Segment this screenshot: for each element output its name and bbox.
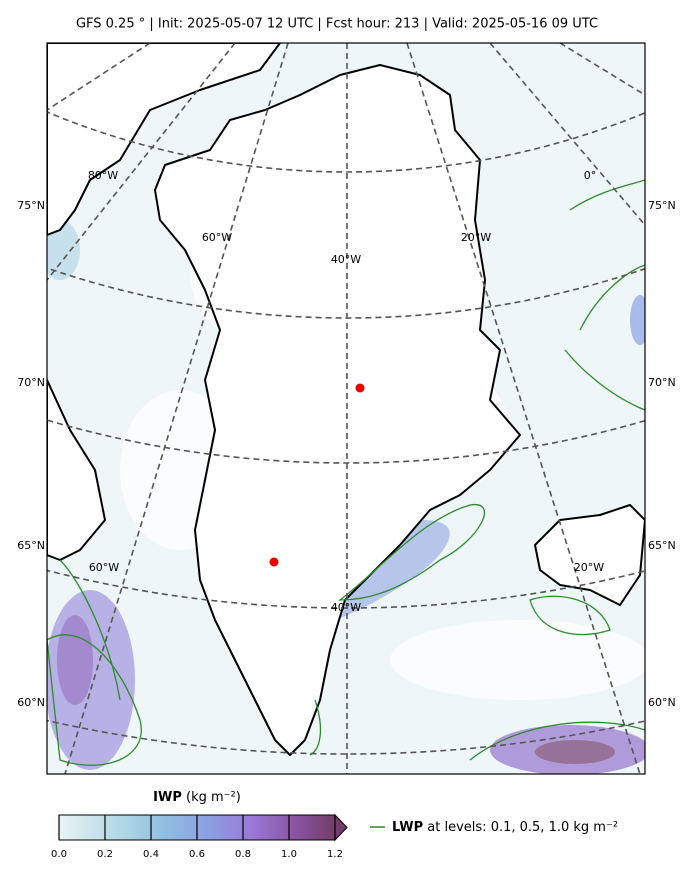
legend-name: LWP — [392, 820, 423, 835]
colorbar-tick-label: 0.6 — [189, 849, 205, 860]
colorbar-tick-label: 0.0 — [51, 849, 67, 860]
lon-label: 20°W — [461, 231, 491, 244]
canada-coast — [47, 43, 281, 236]
lon-label: 60°W — [89, 561, 119, 574]
lat-label: 65°N — [17, 539, 45, 552]
graticule — [47, 43, 645, 774]
colorbar-tick-label: 0.2 — [97, 849, 113, 860]
colorbar-tick-label: 1.0 — [281, 849, 297, 860]
legend-label: LWP at levels: 0.1, 0.5, 1.0 kg m⁻² — [392, 820, 618, 835]
lwp-contours — [47, 179, 645, 766]
title: GFS 0.25 ° | Init: 2025-05-07 12 UTC | F… — [76, 17, 598, 32]
lat-label: 60°N — [648, 696, 676, 709]
marker — [355, 383, 365, 393]
map: 80°W 60°W 40°W 20°W 0° 60°W 40°W 20°W — [47, 43, 645, 774]
colorbar-tick-label: 0.4 — [143, 849, 159, 860]
lat-label: 70°N — [17, 376, 45, 389]
lon-label: 80°W — [88, 169, 118, 182]
colorbar-title-var: IWP — [153, 790, 182, 805]
colorbar-extend — [334, 813, 348, 842]
marker — [269, 557, 279, 567]
lon-label: 0° — [584, 169, 597, 182]
lon-label: 60°W — [202, 231, 232, 244]
legend: LWP at levels: 0.1, 0.5, 1.0 kg m⁻² — [370, 820, 618, 835]
lon-label: 20°W — [574, 561, 604, 574]
colorbar-unit: (kg m⁻²) — [186, 790, 241, 805]
lat-label: 65°N — [648, 539, 676, 552]
colorbar-tick-label: 1.2 — [327, 849, 343, 860]
map-frame — [46, 42, 646, 775]
lat-label: 60°N — [17, 696, 45, 709]
colorbar-tick-label: 0.8 — [235, 849, 251, 860]
greenland-coast — [154, 64, 521, 756]
lat-label: 75°N — [648, 199, 676, 212]
lat-label: 70°N — [648, 376, 676, 389]
lon-label: 40°W — [331, 601, 361, 614]
legend-text: at levels: 0.1, 0.5, 1.0 kg m⁻² — [427, 820, 618, 835]
colorbar: IWP (kg m⁻²) 0.0 0.2 0.4 0.6 0.8 1.0 1.2 — [51, 790, 348, 860]
lat-label: 75°N — [17, 199, 45, 212]
colorbar-title: IWP (kg m⁻²) — [153, 790, 241, 805]
lon-label: 40°W — [331, 253, 361, 266]
